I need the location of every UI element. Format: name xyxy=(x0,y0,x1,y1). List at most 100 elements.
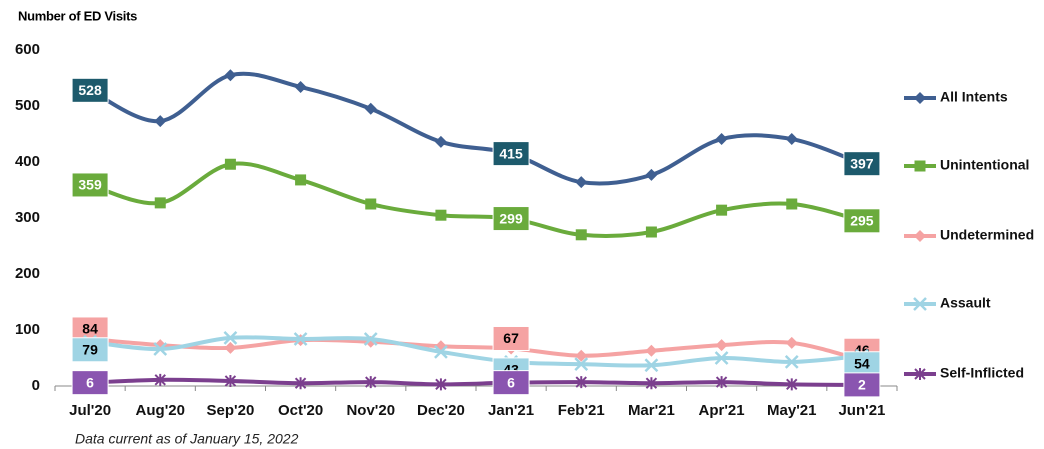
data-label: 295 xyxy=(850,213,874,229)
data-label-box xyxy=(492,370,530,396)
data-label: 6 xyxy=(507,374,515,390)
x-tick-label: Jan'21 xyxy=(488,402,534,419)
x-tick-label: Mar'21 xyxy=(628,402,675,419)
data-label-box xyxy=(71,337,109,363)
point-marker xyxy=(364,102,377,115)
point-marker xyxy=(435,378,447,391)
point-marker xyxy=(645,168,658,181)
note: Data current as of January 15, 2022 xyxy=(75,431,299,447)
legend-marker xyxy=(914,230,926,242)
point-marker xyxy=(716,204,728,216)
data-label: 6 xyxy=(86,374,94,390)
data-label-box xyxy=(843,372,881,398)
data-label: 299 xyxy=(499,210,523,226)
point-marker xyxy=(365,198,377,210)
legend-label: Unintentional xyxy=(940,157,1029,173)
data-label-box xyxy=(71,77,109,103)
point-marker xyxy=(645,226,657,238)
series-line xyxy=(88,71,864,186)
point-marker xyxy=(363,332,378,346)
point-marker xyxy=(294,80,307,93)
x-tick-label: Jun'21 xyxy=(838,402,885,419)
data-label-box xyxy=(71,370,109,396)
x-tick-label: Aug'20 xyxy=(136,402,185,419)
data-label-box xyxy=(492,141,530,167)
point-marker xyxy=(435,209,447,221)
point-marker xyxy=(715,133,728,146)
y-tick-label: 300 xyxy=(15,209,40,226)
data-label: 415 xyxy=(499,145,523,161)
y-tick-label: 400 xyxy=(15,153,40,170)
point-marker xyxy=(715,339,728,352)
y-tick-label: 200 xyxy=(15,265,40,282)
point-marker xyxy=(224,341,237,354)
data-label-box xyxy=(492,206,530,232)
data-label-box xyxy=(843,151,881,177)
data-label: 397 xyxy=(850,155,874,171)
data-label-box xyxy=(843,208,881,234)
point-marker xyxy=(575,376,587,389)
data-label-box xyxy=(71,172,109,198)
data-label: 528 xyxy=(78,82,102,98)
series-line xyxy=(88,336,864,363)
data-label: 359 xyxy=(78,177,102,193)
legend-marker xyxy=(914,92,926,104)
x-tick-label: Dec'20 xyxy=(417,402,465,419)
point-marker xyxy=(223,330,238,345)
y-tick-label: 100 xyxy=(15,321,40,338)
point-marker xyxy=(295,174,307,186)
point-marker xyxy=(575,176,588,189)
point-marker xyxy=(224,69,237,82)
y-axis-label: Number of ED Visits xyxy=(18,8,137,23)
y-tick-label: 500 xyxy=(15,97,40,114)
point-marker xyxy=(785,336,798,349)
x-tick-label: Nov'20 xyxy=(346,402,395,419)
point-marker xyxy=(365,376,377,389)
point-marker xyxy=(784,355,799,369)
legend-marker xyxy=(914,160,926,172)
legend-marker xyxy=(914,368,926,380)
point-marker xyxy=(153,342,168,356)
x-tick-label: Oct'20 xyxy=(278,402,323,419)
point-marker xyxy=(575,229,587,241)
point-marker xyxy=(574,357,589,372)
point-marker xyxy=(714,351,729,365)
series-line xyxy=(88,377,864,387)
point-marker xyxy=(224,158,236,170)
point-marker xyxy=(224,374,237,387)
point-marker xyxy=(786,378,798,391)
series-line xyxy=(88,161,864,238)
data-label: 79 xyxy=(82,341,98,357)
point-marker xyxy=(715,376,728,389)
x-tick-label: Apr'21 xyxy=(699,402,745,419)
y-tick-label: 600 xyxy=(15,41,40,58)
data-label: 67 xyxy=(503,330,519,346)
point-marker xyxy=(785,133,798,146)
point-marker xyxy=(434,344,448,359)
point-marker xyxy=(644,358,659,373)
point-marker xyxy=(575,349,588,362)
x-tick-label: Jul'20 xyxy=(69,402,111,419)
legend-label: Assault xyxy=(940,295,991,311)
y-tick-label: 0 xyxy=(32,377,40,394)
data-label: 54 xyxy=(854,355,870,371)
x-tick-label: Sep'20 xyxy=(207,402,255,419)
data-label: 84 xyxy=(82,321,98,337)
point-marker xyxy=(786,198,798,210)
legend-label: Undetermined xyxy=(940,227,1034,243)
series-line xyxy=(88,335,864,368)
legend-marker xyxy=(913,297,927,311)
data-label: 2 xyxy=(858,377,866,393)
point-marker xyxy=(154,197,166,209)
x-tick-label: May'21 xyxy=(767,402,816,419)
point-marker xyxy=(154,115,167,128)
point-marker xyxy=(645,344,658,357)
point-marker xyxy=(434,135,447,148)
legend-label: Self-Inflicted xyxy=(940,365,1024,381)
point-marker xyxy=(293,332,308,346)
x-tick-label: Feb'21 xyxy=(558,402,605,419)
point-marker xyxy=(154,373,166,386)
point-marker xyxy=(645,377,658,390)
data-label-box xyxy=(492,325,530,351)
